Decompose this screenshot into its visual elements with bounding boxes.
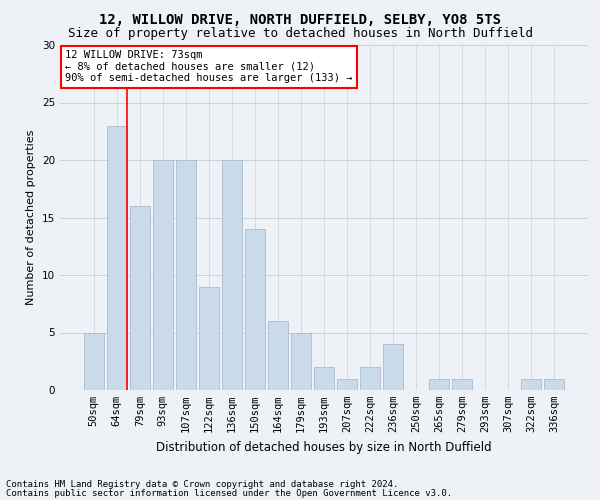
Bar [107,126,127,390]
Bar [383,344,403,390]
Bar [337,378,357,390]
Bar [130,206,149,390]
Bar [84,332,104,390]
Text: Contains public sector information licensed under the Open Government Licence v3: Contains public sector information licen… [6,489,452,498]
Bar [452,378,472,390]
Y-axis label: Number of detached properties: Number of detached properties [26,130,37,305]
Text: Contains HM Land Registry data © Crown copyright and database right 2024.: Contains HM Land Registry data © Crown c… [6,480,398,489]
Bar [544,378,564,390]
Bar [314,367,334,390]
Bar [153,160,173,390]
Bar [268,321,288,390]
Bar [360,367,380,390]
Bar [291,332,311,390]
Bar [430,378,449,390]
Text: 12, WILLOW DRIVE, NORTH DUFFIELD, SELBY, YO8 5TS: 12, WILLOW DRIVE, NORTH DUFFIELD, SELBY,… [99,12,501,26]
Bar [176,160,196,390]
Bar [199,286,218,390]
Text: Size of property relative to detached houses in North Duffield: Size of property relative to detached ho… [67,28,533,40]
Bar [222,160,242,390]
X-axis label: Distribution of detached houses by size in North Duffield: Distribution of detached houses by size … [156,440,492,454]
Bar [245,229,265,390]
Bar [521,378,541,390]
Text: 12 WILLOW DRIVE: 73sqm
← 8% of detached houses are smaller (12)
90% of semi-deta: 12 WILLOW DRIVE: 73sqm ← 8% of detached … [65,50,353,84]
